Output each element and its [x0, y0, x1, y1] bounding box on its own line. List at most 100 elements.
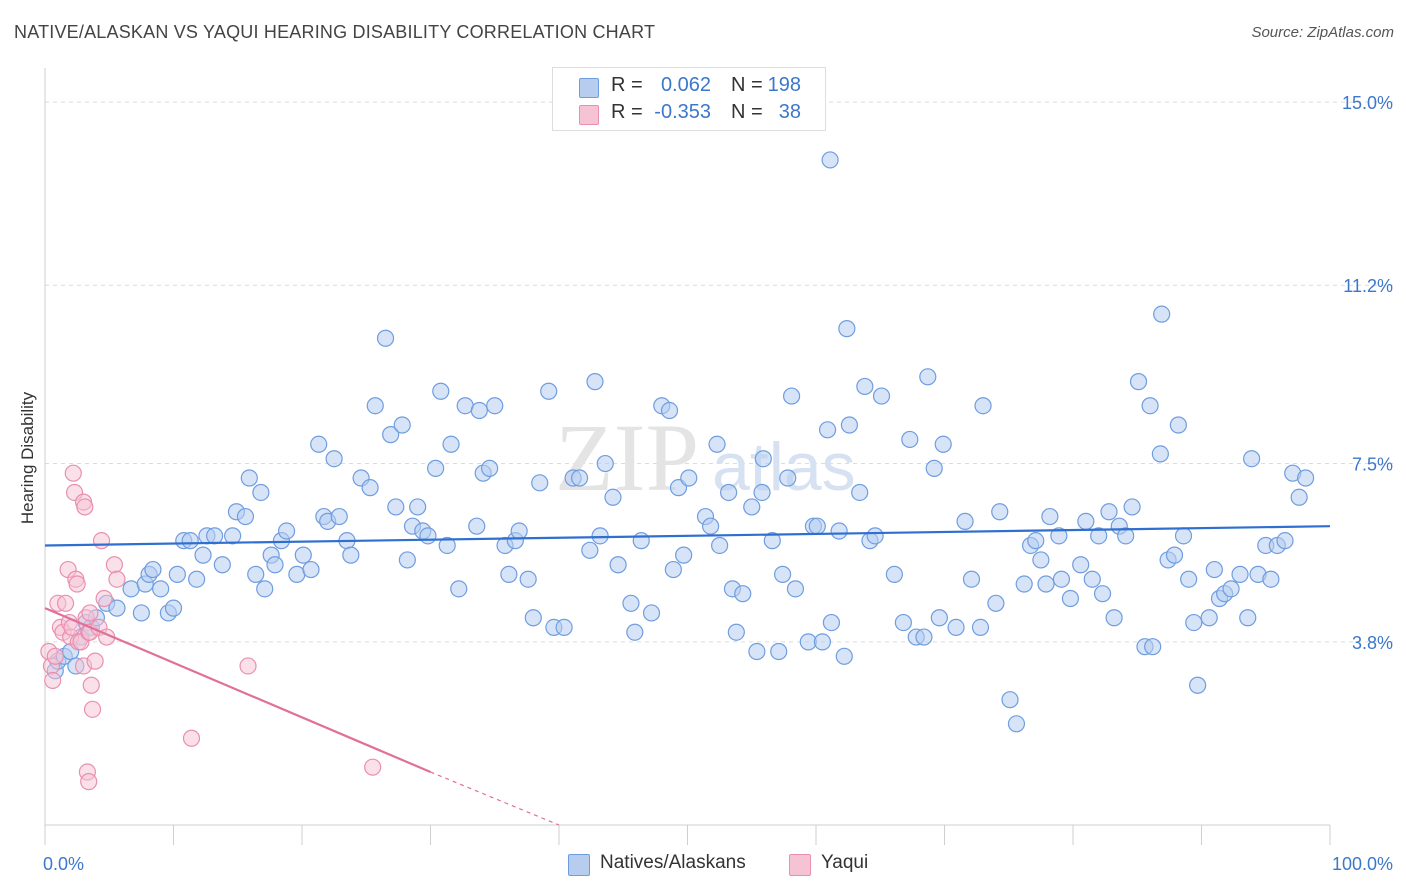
- data-point-natives: [366, 397, 384, 415]
- data-point-natives: [224, 527, 242, 545]
- data-point-natives: [1243, 450, 1261, 468]
- y-tick-label: 15.0%: [1342, 93, 1393, 113]
- trend-line-natives: [44, 525, 1331, 547]
- data-point-natives: [247, 565, 265, 583]
- data-point-natives: [748, 642, 766, 661]
- axis-layer: 3.8% 7.5% 11.2% 15.0% 0.0% 100.0%: [43, 68, 1393, 874]
- bottom-legend-natives: Natives/Alaskans: [568, 852, 768, 876]
- data-point-natives: [1153, 305, 1171, 323]
- data-point-natives: [240, 469, 258, 487]
- data-point-natives: [991, 503, 1009, 521]
- data-point-yaqui: [46, 647, 64, 665]
- data-point-natives: [1185, 613, 1203, 632]
- data-point-natives: [840, 416, 859, 434]
- data-point-natives: [734, 585, 752, 603]
- data-point-natives: [438, 536, 456, 555]
- data-point-natives: [1222, 580, 1240, 598]
- data-point-yaqui: [86, 652, 104, 670]
- data-point-natives: [450, 580, 468, 598]
- data-point-natives: [866, 527, 884, 545]
- data-point-yaqui: [108, 570, 126, 588]
- legend-row-natives: R = 0.062 N = 198: [553, 74, 825, 100]
- bottom-legend-swatch-pink: [789, 854, 811, 876]
- correlation-legend: R = 0.062 N = 198 R = -0.353 N = 38: [552, 67, 826, 131]
- data-point-natives: [164, 599, 183, 617]
- data-point-natives: [773, 565, 792, 583]
- data-point-natives: [956, 512, 974, 530]
- data-point-natives: [1296, 469, 1315, 487]
- data-point-yaqui: [95, 589, 113, 608]
- data-point-natives: [468, 517, 486, 535]
- data-point-natives: [675, 546, 693, 564]
- trend-lines: [44, 525, 1331, 826]
- data-point-natives: [962, 570, 981, 588]
- data-point-natives: [821, 151, 839, 169]
- data-point-natives: [168, 565, 186, 583]
- data-point-natives: [342, 546, 360, 564]
- data-point-natives: [500, 565, 518, 583]
- points-natives-alaskans: [46, 151, 1315, 733]
- data-point-natives: [1169, 416, 1187, 434]
- data-point-yaqui: [68, 575, 86, 593]
- data-point-natives: [1123, 498, 1141, 516]
- data-point-natives: [720, 483, 738, 502]
- data-point-natives: [108, 599, 126, 617]
- data-point-natives: [432, 382, 450, 400]
- data-point-natives: [1041, 507, 1059, 526]
- data-point-natives: [132, 604, 150, 622]
- data-point-yaqui: [76, 498, 94, 516]
- data-point-natives: [1141, 397, 1159, 415]
- data-point-natives: [1032, 551, 1050, 569]
- data-point-natives: [786, 580, 805, 598]
- data-point-natives: [664, 560, 682, 579]
- data-point-yaqui: [82, 676, 100, 694]
- data-point-natives: [919, 368, 937, 386]
- data-point-natives: [818, 421, 837, 439]
- data-point-natives: [1205, 560, 1223, 579]
- data-point-natives: [1093, 585, 1112, 603]
- data-point-natives: [531, 474, 549, 492]
- data-point-yaqui: [83, 700, 102, 718]
- data-point-natives: [586, 373, 604, 391]
- points-yaqui: [40, 464, 382, 791]
- data-point-natives: [711, 536, 729, 555]
- legend-n-value: 198: [767, 74, 801, 96]
- data-point-natives: [1174, 527, 1193, 545]
- data-point-natives: [1083, 570, 1101, 588]
- data-point-natives: [540, 382, 558, 400]
- data-point-natives: [188, 570, 206, 588]
- data-point-natives: [1100, 503, 1118, 521]
- data-point-natives: [830, 522, 848, 540]
- legend-r-label: R =: [611, 101, 643, 123]
- data-point-natives: [642, 604, 661, 622]
- data-point-natives: [754, 450, 772, 468]
- data-point-natives: [660, 401, 679, 420]
- data-point-natives: [835, 647, 853, 665]
- data-point-natives: [213, 556, 231, 574]
- data-point-natives: [626, 623, 644, 641]
- data-point-yaqui: [64, 464, 82, 482]
- data-point-natives: [763, 532, 781, 550]
- data-point-natives: [702, 517, 720, 535]
- data-point-natives: [524, 609, 542, 627]
- data-point-natives: [1061, 589, 1080, 608]
- x-tick-label: 100.0%: [1332, 854, 1393, 874]
- source-label: Source: ZipAtlas.com: [1251, 24, 1394, 41]
- data-point-natives: [152, 580, 170, 598]
- data-point-natives: [1180, 570, 1198, 588]
- data-point-natives: [1015, 575, 1033, 593]
- data-point-yaqui: [364, 758, 382, 776]
- data-point-natives: [1276, 532, 1294, 550]
- data-point-natives: [144, 560, 162, 579]
- data-point-natives: [470, 401, 488, 420]
- trend-line-yaqui: [44, 607, 431, 773]
- data-point-yaqui: [44, 671, 62, 690]
- data-point-natives: [609, 556, 627, 574]
- data-point-natives: [486, 397, 504, 415]
- legend-n-label: N =: [731, 101, 763, 123]
- data-point-natives: [382, 426, 400, 444]
- data-point-natives: [1105, 609, 1123, 627]
- data-point-natives: [206, 527, 224, 545]
- data-point-natives: [632, 532, 650, 550]
- data-point-natives: [1262, 570, 1280, 588]
